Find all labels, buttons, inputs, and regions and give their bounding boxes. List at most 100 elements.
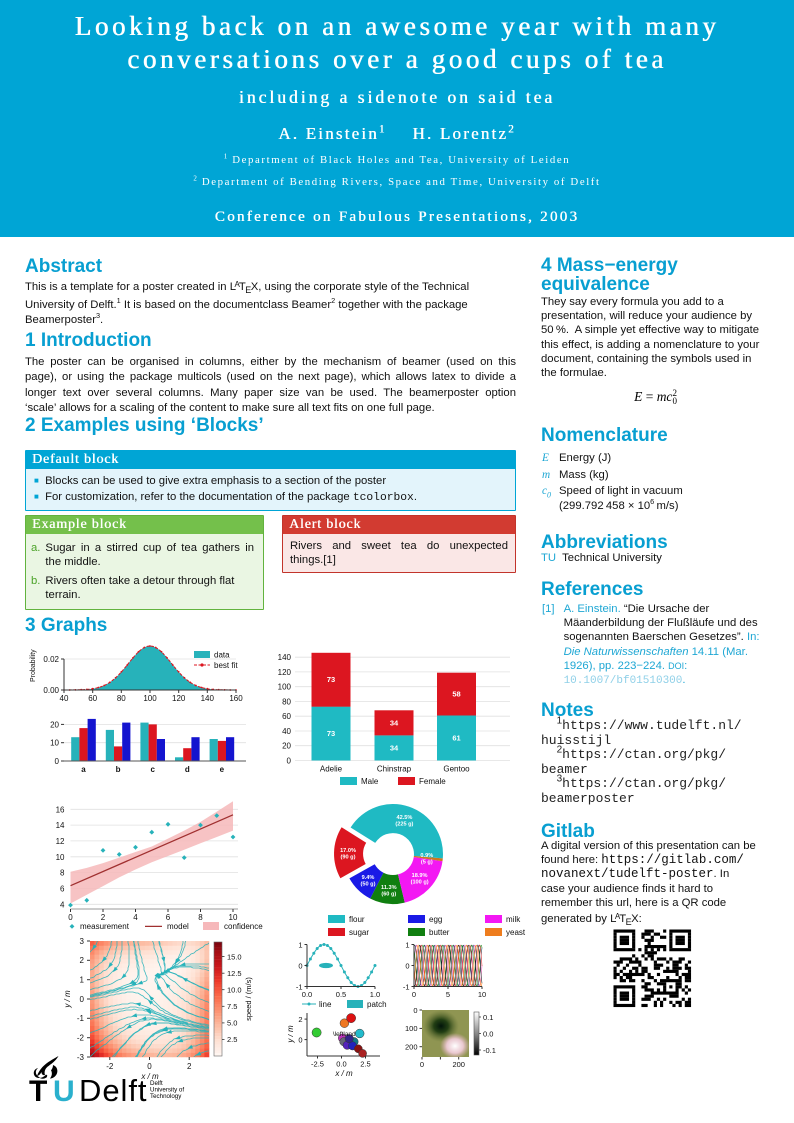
svg-text:0.9%: 0.9% — [420, 853, 433, 859]
svg-text:8: 8 — [60, 869, 65, 878]
svg-text:0: 0 — [80, 995, 85, 1004]
svg-text:x / m: x / m — [140, 1072, 159, 1080]
svg-text:10.0: 10.0 — [227, 986, 242, 995]
svg-text:y / m: y / m — [63, 990, 72, 1009]
svg-text:Adelie: Adelie — [320, 765, 343, 774]
svg-text:2: 2 — [101, 913, 106, 922]
svg-text:20: 20 — [282, 742, 291, 751]
svg-text:sugar: sugar — [349, 928, 369, 937]
svg-text:120: 120 — [278, 668, 292, 677]
svg-text:Female: Female — [419, 777, 446, 786]
svg-text:University of: University of — [150, 1087, 184, 1094]
svg-text:-1: -1 — [296, 982, 303, 991]
svg-text:y / m: y / m — [288, 1025, 295, 1044]
svg-text:10: 10 — [56, 853, 65, 862]
svg-text:best fit: best fit — [214, 661, 238, 670]
svg-text:10: 10 — [50, 739, 59, 748]
svg-text:-1: -1 — [77, 1014, 85, 1023]
svg-text:0.0: 0.0 — [336, 1060, 346, 1069]
svg-text:200: 200 — [405, 1043, 418, 1052]
svg-text:-3: -3 — [77, 1053, 85, 1062]
svg-text:2.5: 2.5 — [360, 1060, 370, 1069]
svg-text:speed / (m/s): speed / (m/s) — [244, 977, 253, 1021]
svg-text:140: 140 — [278, 653, 292, 662]
svg-text:Probability: Probability — [30, 649, 37, 682]
svg-text:0.0: 0.0 — [483, 1029, 493, 1038]
svg-text:2: 2 — [80, 956, 85, 965]
svg-text:data: data — [214, 651, 230, 660]
svg-text:1: 1 — [80, 976, 85, 985]
svg-text:0.5: 0.5 — [336, 990, 346, 999]
svg-text:2: 2 — [298, 1015, 302, 1024]
svg-text:42.5%: 42.5% — [396, 815, 412, 821]
svg-text:73: 73 — [327, 729, 335, 738]
svg-text:model: model — [167, 922, 189, 931]
svg-text:8: 8 — [198, 913, 203, 922]
svg-text:4: 4 — [60, 900, 65, 909]
svg-text:0: 0 — [298, 1035, 302, 1044]
svg-text:10: 10 — [478, 990, 486, 999]
svg-text:T: T — [29, 1075, 47, 1108]
svg-text:6: 6 — [166, 913, 171, 922]
svg-text:1.0: 1.0 — [370, 990, 380, 999]
svg-text:0: 0 — [413, 1006, 417, 1015]
svg-text:15.0: 15.0 — [227, 952, 242, 961]
svg-text:40: 40 — [282, 727, 291, 736]
svg-text:10: 10 — [229, 913, 238, 922]
svg-text:61: 61 — [452, 734, 460, 743]
svg-text:0: 0 — [147, 1062, 152, 1071]
svg-text:12: 12 — [56, 837, 65, 846]
svg-text:Chinstrap: Chinstrap — [377, 765, 412, 774]
svg-text:60: 60 — [282, 712, 291, 721]
svg-text:73: 73 — [327, 675, 335, 684]
svg-text:confidence: confidence — [224, 922, 263, 931]
svg-text:0: 0 — [287, 757, 292, 766]
svg-text:x / m: x / m — [334, 1069, 353, 1078]
svg-text:0: 0 — [68, 913, 73, 922]
svg-text:17.0%: 17.0% — [340, 848, 356, 854]
svg-text:1: 1 — [405, 940, 409, 949]
svg-text:5.0: 5.0 — [227, 1019, 237, 1028]
svg-text:e: e — [220, 765, 225, 774]
svg-text:80: 80 — [117, 694, 126, 703]
svg-text:-2: -2 — [77, 1034, 85, 1043]
svg-text:34: 34 — [390, 744, 399, 753]
svg-text:0: 0 — [55, 757, 60, 766]
svg-text:0: 0 — [405, 961, 409, 970]
svg-text:40: 40 — [60, 694, 69, 703]
svg-text:c: c — [150, 765, 155, 774]
svg-text:80: 80 — [282, 698, 291, 707]
svg-text:egg: egg — [429, 915, 442, 924]
svg-text:Male: Male — [361, 777, 379, 786]
svg-text:4: 4 — [133, 913, 138, 922]
svg-text:60: 60 — [88, 694, 97, 703]
svg-text:(50 g): (50 g) — [361, 881, 376, 887]
svg-text:120: 120 — [172, 694, 186, 703]
svg-text:12.5: 12.5 — [227, 969, 242, 978]
svg-text:Delft: Delft — [79, 1073, 147, 1108]
svg-text:Technology: Technology — [150, 1093, 182, 1100]
svg-text:3: 3 — [80, 938, 85, 946]
svg-text:(5 g): (5 g) — [421, 860, 433, 866]
svg-text:58: 58 — [452, 690, 460, 699]
svg-text:milk: milk — [506, 915, 521, 924]
svg-text:measurement: measurement — [80, 922, 130, 931]
svg-text:-2: -2 — [106, 1062, 114, 1071]
svg-text:0.02: 0.02 — [43, 655, 59, 664]
svg-text:1: 1 — [298, 940, 302, 949]
svg-text:(60 g): (60 g) — [381, 891, 396, 897]
svg-text:2: 2 — [187, 1062, 192, 1071]
svg-text:5: 5 — [446, 990, 450, 999]
svg-text:16: 16 — [56, 805, 65, 814]
svg-text:(100 g): (100 g) — [411, 880, 429, 886]
svg-text:2.5: 2.5 — [227, 1035, 237, 1044]
svg-text:Delft: Delft — [150, 1080, 163, 1087]
svg-text:butter: butter — [429, 928, 450, 937]
svg-text:0: 0 — [420, 1060, 424, 1069]
svg-text:U: U — [53, 1075, 75, 1108]
svg-text:100: 100 — [278, 683, 292, 692]
svg-text:0.00: 0.00 — [43, 686, 59, 695]
svg-text:d: d — [185, 765, 190, 774]
svg-text:7.5: 7.5 — [227, 1002, 237, 1011]
svg-text:Gentoo: Gentoo — [443, 765, 470, 774]
